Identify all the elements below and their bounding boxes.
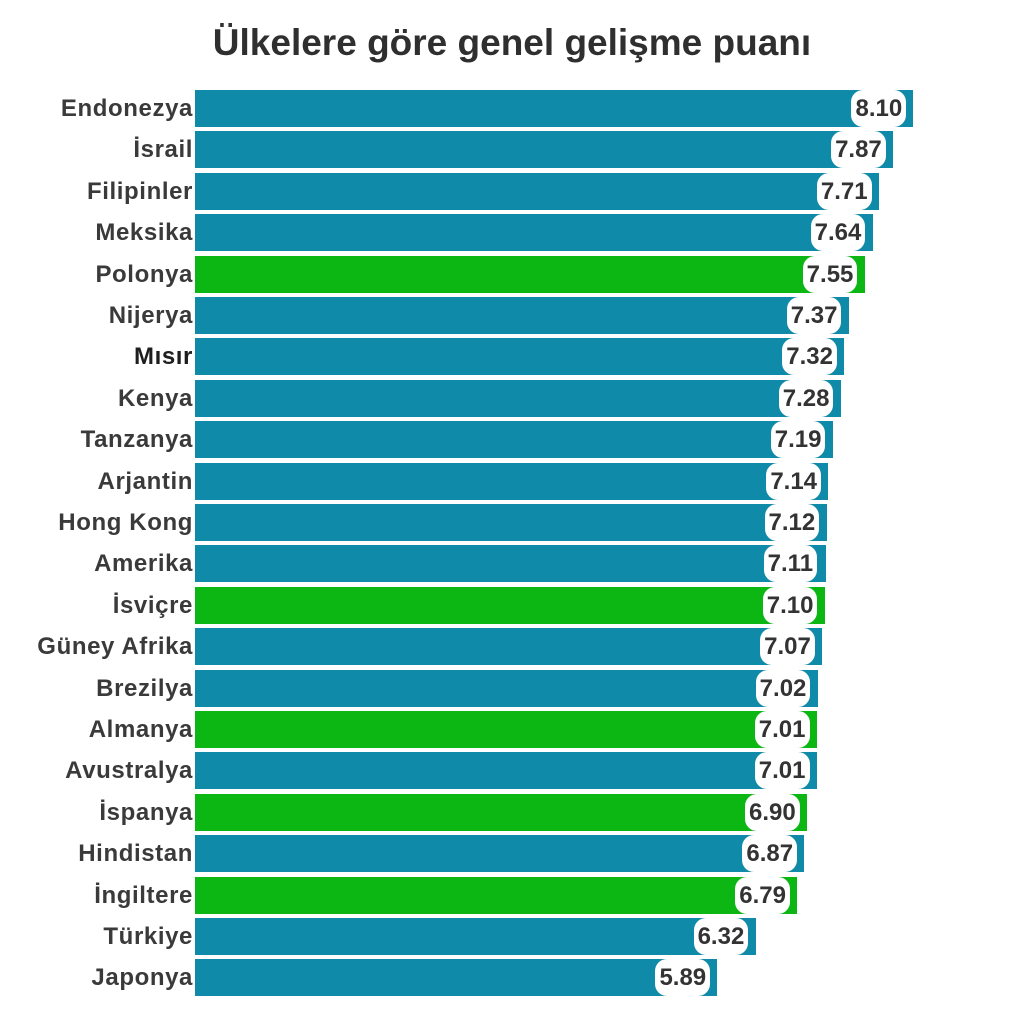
value-label: 7.02	[755, 669, 811, 707]
category-label: Hindistan	[78, 840, 193, 868]
bar	[195, 669, 818, 707]
bar-row: Almanya 7.01	[0, 710, 1024, 751]
bar	[195, 90, 914, 127]
value-label: 7.14	[766, 462, 822, 500]
bar-row: Polonya 7.55	[0, 255, 1024, 296]
category-label: Kenya	[117, 384, 193, 412]
value-label: 7.87	[831, 131, 886, 169]
category-label: Endonezya	[60, 95, 193, 122]
bar-row: Japonya 5.89	[0, 958, 1024, 999]
bar-row: İngiltere 6.79	[0, 876, 1024, 917]
value-label: 7.01	[754, 711, 810, 748]
bar-row: Nijerya 7.37	[0, 296, 1024, 337]
bar	[195, 255, 865, 293]
bar-row: Hong Kong 7.12	[0, 503, 1024, 544]
value-label: 7.32	[782, 338, 837, 376]
category-label: Tanzanya	[80, 426, 193, 454]
value-label: 7.07	[760, 628, 815, 666]
bar-row: Brezilya 7.02	[0, 669, 1024, 710]
category-label: Türkiye	[103, 923, 193, 950]
category-label: Güney Afrika	[37, 633, 193, 661]
category-label: Avustralya	[65, 757, 193, 785]
value-label: 7.01	[754, 752, 810, 790]
bar-row: Avustralya 7.01	[0, 751, 1024, 792]
bar	[195, 628, 823, 666]
bar	[195, 835, 805, 873]
bar-row: İsrail 7.87	[0, 130, 1024, 171]
bar	[195, 131, 894, 169]
value-label: 7.11	[763, 545, 818, 583]
bar	[195, 338, 845, 376]
value-label: 7.37	[786, 297, 842, 334]
value-label: 6.87	[742, 835, 798, 873]
category-label: İsviçre	[112, 591, 193, 619]
bar-row: Güney Afrika 7.07	[0, 627, 1024, 668]
category-label: Nijerya	[108, 302, 193, 329]
value-label: 7.28	[778, 379, 834, 417]
bar	[195, 504, 827, 541]
bar-row: Amerika 7.11	[0, 544, 1024, 585]
bar-row: Filipinler 7.71	[0, 172, 1024, 213]
category-label: Polonya	[95, 260, 193, 288]
bar-row: Türkiye 6.32	[0, 917, 1024, 958]
bar	[195, 462, 829, 500]
category-label: Meksika	[95, 219, 193, 247]
bar	[195, 421, 833, 459]
value-label: 6.90	[745, 793, 800, 831]
bar	[195, 876, 798, 914]
bar	[195, 959, 718, 997]
value-label: 5.89	[655, 959, 711, 997]
bar-row: Arjantin 7.14	[0, 462, 1024, 503]
category-label: Filipinler	[86, 177, 193, 205]
category-label: Arjantin	[97, 467, 193, 495]
category-label: Hong Kong	[58, 509, 193, 536]
value-label: 6.32	[693, 918, 749, 955]
value-label: 7.55	[802, 255, 858, 293]
value-label: 7.10	[762, 586, 818, 624]
category-label: Japonya	[91, 964, 193, 992]
bar	[195, 752, 817, 790]
bar-row: Mısır 7.32	[0, 337, 1024, 378]
value-label: 7.12	[764, 504, 820, 541]
category-label: Almanya	[88, 716, 193, 743]
bar	[195, 918, 756, 955]
value-label: 6.79	[735, 876, 790, 914]
bar	[195, 172, 879, 210]
bar	[195, 711, 817, 748]
value-label: 8.10	[851, 90, 907, 127]
bar	[195, 297, 849, 334]
bar-row: İsviçre 7.10	[0, 586, 1024, 627]
category-label: Brezilya	[96, 674, 193, 702]
category-label: İngiltere	[94, 881, 193, 909]
bar-row: Endonezya 8.10	[0, 89, 1024, 130]
bar-row: Hindistan 6.87	[0, 834, 1024, 875]
bar	[195, 379, 841, 417]
category-label: Amerika	[94, 550, 193, 578]
value-label: 7.71	[816, 172, 872, 210]
bar-row: İspanya 6.90	[0, 793, 1024, 834]
bar-row: Kenya 7.28	[0, 379, 1024, 420]
category-label: İspanya	[99, 798, 193, 826]
category-label: İsrail	[133, 136, 193, 164]
bar-chart: Endonezya 8.10 İsrail 7.87 Filipinler 7.71 Mek…	[0, 89, 1024, 1004]
bar	[195, 793, 808, 831]
bar-row: Meksika 7.64	[0, 213, 1024, 254]
category-label: Mısır	[133, 343, 193, 371]
bar	[195, 545, 826, 583]
value-label: 7.19	[770, 421, 826, 459]
bar-row: Tanzanya 7.19	[0, 420, 1024, 461]
bar	[195, 214, 873, 252]
chart-title: Ülkelere göre genel gelişme puanı	[212, 22, 812, 63]
bar	[195, 586, 825, 624]
value-label: 7.64	[810, 214, 866, 252]
